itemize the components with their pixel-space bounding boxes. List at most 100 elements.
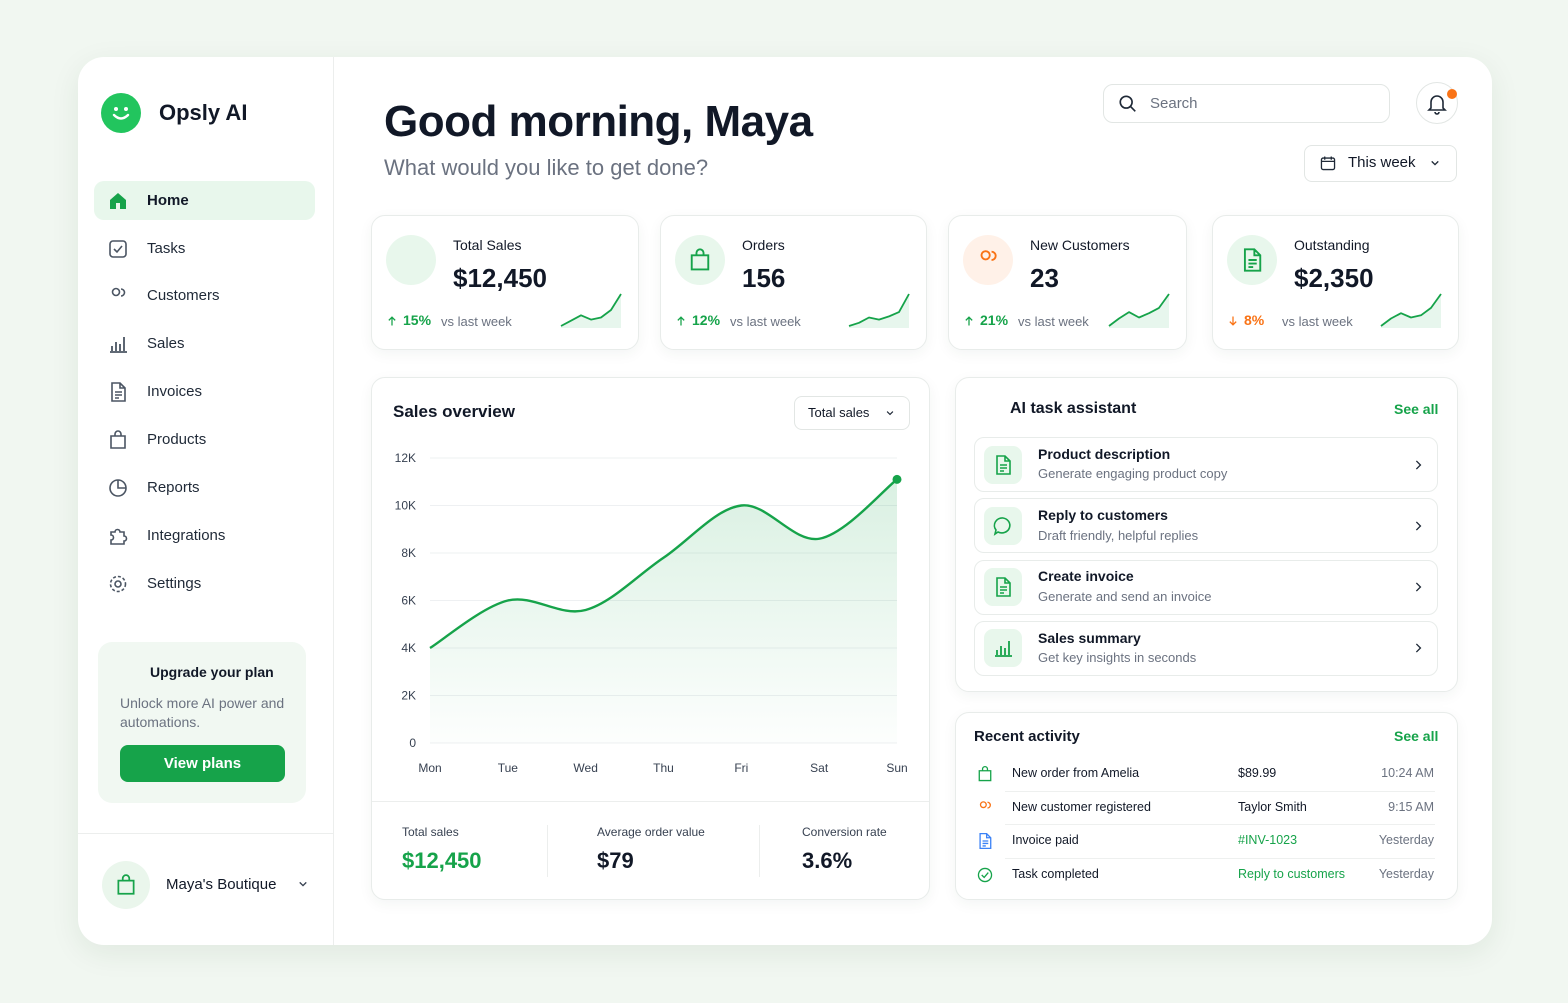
- summary-value: 3.6%: [802, 848, 853, 874]
- summary-label: Average order value: [597, 824, 705, 839]
- nav-item[interactable]: Invoices: [147, 382, 203, 400]
- nav-item[interactable]: Integrations: [147, 526, 226, 544]
- icon: [398, 247, 424, 273]
- task-subtitle: Generate and send an invoice: [1038, 589, 1212, 605]
- see-all[interactable]: See all: [1394, 728, 1439, 745]
- x-tick-label: Mon: [418, 761, 441, 775]
- icon: [1229, 316, 1237, 326]
- icon: [110, 528, 128, 545]
- sidebar-divider: [78, 833, 333, 834]
- icon: [965, 316, 973, 326]
- y-tick-label: 10K: [395, 499, 416, 513]
- icon: [1427, 95, 1447, 115]
- icon: [1415, 582, 1422, 592]
- icon: [690, 248, 710, 271]
- upgrade-button[interactable]: View plans: [120, 745, 285, 782]
- period: This week: [1348, 153, 1416, 171]
- sparkline: [1108, 293, 1170, 328]
- kpi-change: 21%: [980, 312, 1009, 329]
- task-row[interactable]: [974, 498, 1438, 554]
- summary-label: Total sales: [402, 824, 459, 839]
- subtitle: What would you like to get done?: [384, 155, 709, 181]
- store-avatar: [102, 861, 150, 909]
- icon: [1431, 160, 1439, 166]
- x-tick-label: Thu: [653, 761, 674, 775]
- y-tick-label: 8K: [401, 546, 416, 560]
- activity-detail: Reply to customers: [1238, 867, 1345, 882]
- activity-event: Invoice paid: [1012, 833, 1079, 848]
- icon-bg: [675, 235, 725, 285]
- icon: [996, 454, 1011, 475]
- x-tick-label: Tue: [498, 761, 519, 775]
- y-tick-label: 0: [409, 736, 416, 750]
- icon: [677, 316, 685, 326]
- sparkline-area: [1381, 294, 1441, 328]
- task-title: Sales summary: [1038, 629, 1141, 646]
- task-subtitle: Draft friendly, helpful replies: [1038, 527, 1199, 543]
- y-tick-label: 4K: [401, 641, 416, 655]
- kpi-value: $12,450: [453, 262, 547, 293]
- store-name[interactable]: Maya's Boutique: [166, 875, 277, 893]
- nav-item[interactable]: Reports: [147, 478, 200, 496]
- area: [430, 479, 897, 743]
- x-tick-label: Fri: [734, 761, 748, 775]
- icon: [110, 430, 126, 449]
- nav-item[interactable]: Sales: [147, 334, 185, 352]
- icon: [111, 285, 129, 307]
- sparkline-area: [561, 294, 621, 328]
- activity-divider: [1005, 824, 1435, 825]
- upgrade-title: Upgrade your plan: [150, 664, 274, 681]
- nav-item[interactable]: Tasks: [147, 239, 186, 257]
- summary-divider: [372, 801, 929, 802]
- summary-separator: [547, 825, 548, 877]
- chart-filter[interactable]: [794, 396, 910, 430]
- notification-dot: [1447, 89, 1457, 99]
- kpi-change: 8%: [1244, 312, 1265, 329]
- icon: [120, 666, 136, 682]
- task-row[interactable]: [974, 437, 1438, 492]
- kpi-value: 23: [1030, 262, 1059, 293]
- icon: [388, 316, 396, 326]
- summary-value: $12,450: [402, 848, 482, 874]
- icon: [109, 479, 127, 497]
- icon: [299, 881, 307, 887]
- sparkline-line: [560, 293, 622, 327]
- nav-active-bg: [94, 181, 315, 220]
- summary-separator: [759, 825, 760, 877]
- kpi-value: $2,350: [1294, 262, 1374, 293]
- greeting: Good morning, Maya: [384, 96, 813, 146]
- icon: [1415, 459, 1422, 470]
- chart-filter-label: Total sales: [808, 404, 870, 420]
- task-title: Product description: [1038, 445, 1171, 462]
- icon: [980, 247, 1001, 273]
- task-title: Create invoice: [1038, 568, 1134, 585]
- nav-item[interactable]: Customers: [147, 286, 220, 304]
- sparkline-line: [1380, 293, 1442, 327]
- nav-item[interactable]: Settings: [147, 574, 202, 592]
- kpi-label: Total Sales: [453, 237, 522, 254]
- kpi-change: 15%: [403, 312, 432, 329]
- activity-time: Yesterday: [1378, 833, 1434, 848]
- kpi-label: Orders: [742, 237, 785, 254]
- activity-detail: Taylor Smith: [1238, 800, 1307, 815]
- task-icon-bg: [984, 629, 1022, 668]
- x-tick-label: Sun: [886, 761, 907, 775]
- task-row[interactable]: [974, 559, 1438, 615]
- nav-item[interactable]: Products: [147, 430, 207, 448]
- sparkline: [848, 293, 910, 328]
- activity-time: Yesterday: [1378, 867, 1434, 882]
- period-button[interactable]: [1304, 145, 1457, 182]
- see-all[interactable]: See all: [1394, 401, 1439, 418]
- kpi-label: Outstanding: [1294, 237, 1370, 254]
- task-row[interactable]: [974, 620, 1438, 676]
- sparkline-line: [848, 293, 910, 327]
- bell-button[interactable]: [1416, 82, 1458, 124]
- activity-event: Task completed: [1012, 867, 1099, 882]
- activity-detail: #INV-1023: [1238, 833, 1298, 848]
- icon: [978, 766, 992, 782]
- search-box[interactable]: [1103, 84, 1390, 123]
- sparkline-line: [1108, 293, 1170, 327]
- nav-item[interactable]: Home: [147, 191, 189, 209]
- icon: [1119, 95, 1136, 112]
